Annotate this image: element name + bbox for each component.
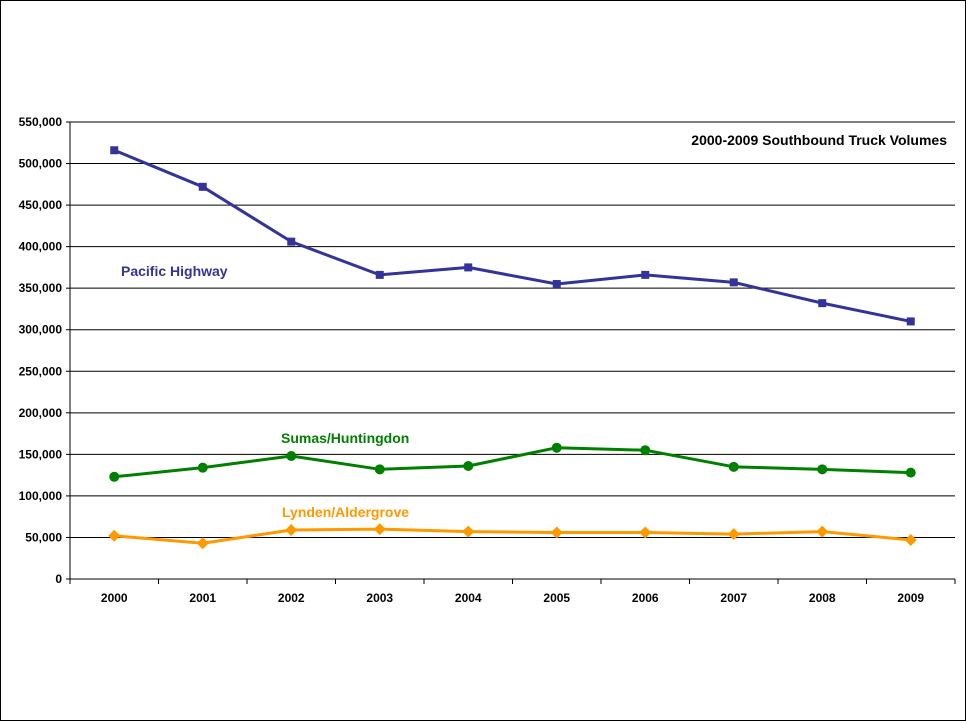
series-lines: [108, 146, 917, 550]
y-tick-labels: 0 50,000 100,000 150,000 200,000 250,000 300,0…: [19, 115, 70, 586]
x-tick-label: 2007: [720, 591, 747, 605]
x-tick-label: 2006: [632, 591, 659, 605]
x-tick-label: 2001: [189, 591, 216, 605]
data-point: [818, 299, 827, 308]
data-point: [727, 528, 740, 541]
y-tick-label: 400,000: [19, 240, 63, 254]
y-tick-label: 250,000: [19, 364, 63, 378]
data-point: [196, 537, 209, 550]
data-point: [464, 263, 473, 272]
data-point: [640, 445, 651, 456]
series-pacific-highway: [110, 146, 915, 326]
x-tick-label: 2008: [809, 591, 836, 605]
data-point: [641, 270, 650, 279]
data-point: [198, 182, 207, 191]
series-label-lynden-aldergrove: Lynden/Aldergrove: [282, 504, 409, 520]
x-tick-label: 2003: [366, 591, 393, 605]
data-point: [110, 146, 119, 155]
data-point: [904, 533, 917, 546]
data-point: [728, 461, 739, 472]
x-tick-label: 2004: [455, 591, 482, 605]
data-point: [373, 523, 386, 536]
y-tick-label: 300,000: [19, 323, 63, 337]
series-line: [114, 446, 911, 479]
data-point: [639, 526, 652, 539]
data-point: [374, 464, 385, 475]
y-tick-label: 550,000: [19, 115, 63, 129]
y-tick-label: 350,000: [19, 281, 63, 295]
series-line: [114, 527, 911, 545]
data-point: [375, 270, 384, 279]
y-tick-label: 500,000: [19, 157, 63, 171]
data-point: [550, 526, 563, 539]
data-point: [729, 278, 738, 287]
chart-title: 2000-2009 Southbound Truck Volumes: [691, 132, 947, 148]
x-tick-label: 2005: [543, 591, 570, 605]
x-tick-label: 2002: [278, 591, 305, 605]
data-point: [109, 471, 120, 482]
x-tick-label: 2000: [101, 591, 128, 605]
x-tick-label: 2009: [897, 591, 924, 605]
series-line: [113, 148, 912, 323]
y-tick-label: 0: [55, 572, 62, 586]
data-point: [816, 525, 829, 538]
series-label-pacific-highway: Pacific Highway: [121, 263, 228, 279]
data-point: [463, 460, 474, 471]
y-tick-label: 100,000: [19, 489, 63, 503]
data-point: [108, 529, 121, 542]
gridlines: [70, 121, 955, 538]
y-tick-label: 200,000: [19, 406, 63, 420]
data-point: [552, 280, 561, 289]
data-point: [287, 237, 296, 246]
data-point: [462, 525, 475, 538]
y-tick-label: 50,000: [25, 530, 62, 544]
data-point: [197, 462, 208, 473]
data-point: [906, 317, 915, 326]
series-label-sumas-huntingdon: Sumas/Huntingdon: [281, 430, 409, 446]
series-lynden-aldergrove: [108, 523, 917, 550]
data-point: [551, 442, 562, 453]
series-sumas-huntingdon: [109, 442, 916, 482]
x-tick-labels: 2000 2001 2002 2003 2004 2005 2006 2007 2008 2009: [69, 579, 956, 605]
y-tick-label: 150,000: [19, 447, 63, 461]
data-point: [286, 451, 297, 462]
data-point: [285, 523, 298, 536]
data-point: [817, 464, 828, 475]
y-tick-label: 450,000: [19, 198, 63, 212]
data-point: [905, 467, 916, 478]
